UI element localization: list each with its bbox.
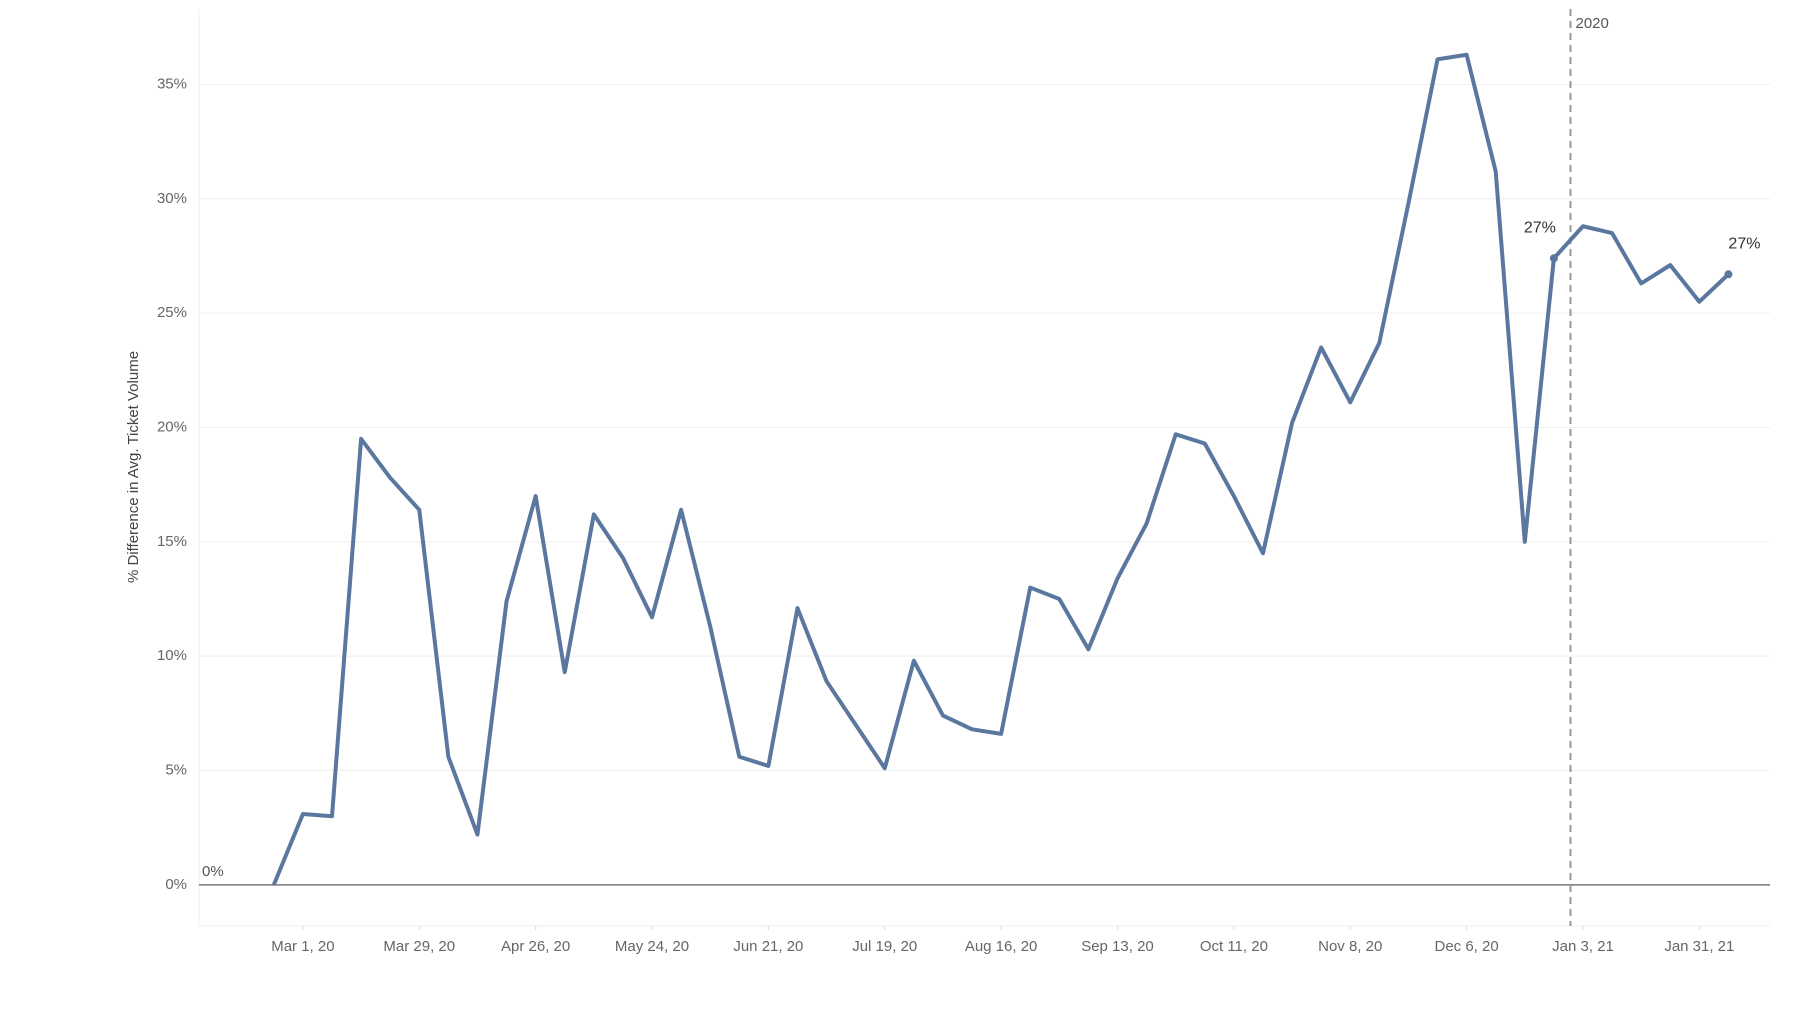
data-label: 27% <box>1728 235 1760 252</box>
x-tick-label: Oct 11, 20 <box>1200 938 1268 955</box>
y-tick-label: 25% <box>157 304 187 321</box>
x-tick-label: Aug 16, 20 <box>965 938 1038 955</box>
data-label: 27% <box>1524 219 1556 236</box>
point <box>1724 270 1733 279</box>
y-tick-label: 0% <box>165 876 187 893</box>
x-tick-label: Nov 8, 20 <box>1318 938 1382 955</box>
y-tick-label: 35% <box>157 75 187 92</box>
zero-line-label: 0% <box>202 863 224 880</box>
x-tick-label: Apr 26, 20 <box>501 938 570 955</box>
x-tick-label: Jun 21, 20 <box>733 938 803 955</box>
reference-line-label: 2020 <box>1576 15 1609 32</box>
y-tick-label: 5% <box>165 761 187 778</box>
point <box>1549 254 1558 263</box>
x-tick-label: May 24, 20 <box>615 938 689 955</box>
y-tick-label: 10% <box>157 647 187 664</box>
x-tick-label: Mar 29, 20 <box>383 938 455 955</box>
x-tick-label: Dec 6, 20 <box>1434 938 1498 955</box>
line <box>271 52 1730 886</box>
x-tick-label: Jul 19, 20 <box>852 938 917 955</box>
y-tick-label: 20% <box>157 418 187 435</box>
y-tick-label: 30% <box>157 190 187 207</box>
x-tick-label: Mar 1, 20 <box>271 938 334 955</box>
x-tick-label: Jan 31, 21 <box>1664 938 1734 955</box>
x-tick-label: Sep 13, 20 <box>1081 938 1154 955</box>
y-tick-label: 15% <box>157 533 187 550</box>
y-axis-title: % Difference in Avg. Ticket Volume <box>125 351 142 583</box>
x-tick-label: Jan 3, 21 <box>1552 938 1614 955</box>
